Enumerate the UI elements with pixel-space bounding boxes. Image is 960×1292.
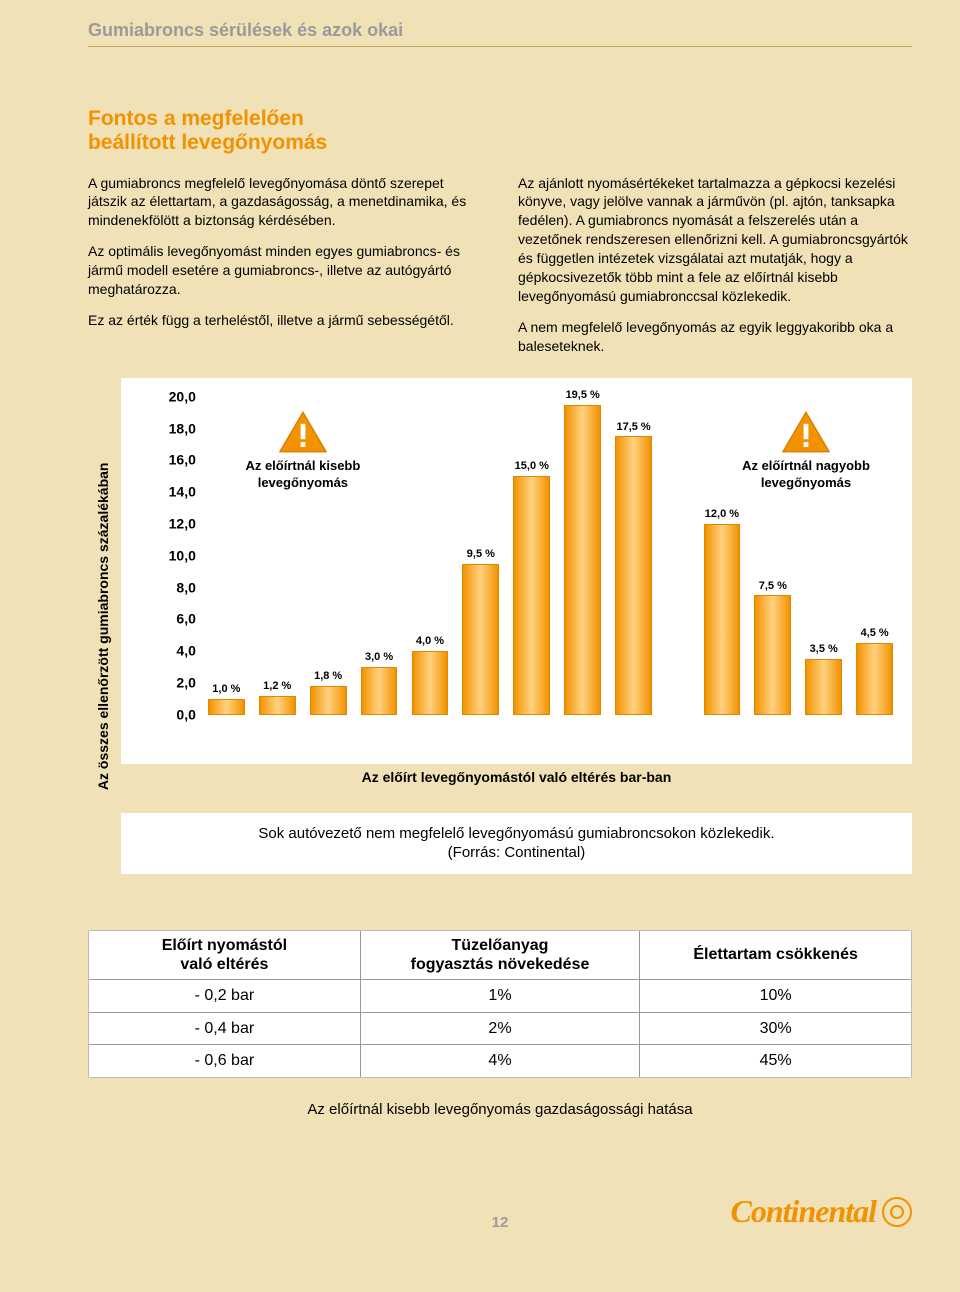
chart-bar-label: 15,0 %	[515, 459, 549, 474]
warning-icon	[782, 411, 830, 453]
logo-mark-icon	[882, 1197, 912, 1227]
chart-bar-label: 9,5 %	[467, 547, 495, 562]
chart-bar: 1,8 %	[306, 669, 351, 714]
body-paragraph: A nem megfelelő levegőnyomás az egyik le…	[518, 318, 912, 356]
chart-bar: 7,5 %	[750, 579, 795, 715]
chart-bar-label: 1,0 %	[212, 682, 240, 697]
chart-y-tick: 8,0	[152, 578, 196, 597]
chart-bar-label: 1,8 %	[314, 669, 342, 684]
body-columns: A gumiabroncs megfelelő levegőnyomása dö…	[88, 174, 912, 368]
chart-y-tick: 2,0	[152, 673, 196, 692]
body-paragraph: Az ajánlott nyomásértékeket tartalmazza …	[518, 174, 912, 306]
chart-bar-label: 4,0 %	[416, 634, 444, 649]
chart-x-axis-label: Az előírt levegőnyomástól való eltérés b…	[121, 768, 912, 787]
chart-bar-label: 3,0 %	[365, 650, 393, 665]
chart-plot-box: 1,0 % 1,2 % 1,8 % 3,0 % 4,0 % 9,5 % 15,0 % 19,5…	[121, 378, 912, 764]
chart-bar: 4,0 %	[408, 634, 453, 714]
chart-note-right: Az előírtnál nagyobb levegőnyomás	[721, 411, 891, 492]
chart-bar: 1,0 %	[204, 682, 249, 715]
table-header: Tüzelőanyagfogyasztás növekedése	[360, 931, 639, 980]
chart-y-tick: 10,0	[152, 546, 196, 565]
chart-container: Az összes ellenőrzött gumiabroncs százal…	[88, 378, 912, 874]
table-row: - 0,6 bar4%45%	[89, 1045, 911, 1077]
page-header: Gumiabroncs sérülések és azok okai	[88, 18, 912, 47]
body-paragraph: A gumiabroncs megfelelő levegőnyomása dö…	[88, 174, 482, 231]
chart-bar-label: 12,0 %	[705, 507, 739, 522]
section-heading: Fontos a megfelelően beállított levegőny…	[88, 107, 912, 155]
table-cell: - 0,6 bar	[89, 1045, 360, 1077]
page-number: 12	[363, 1213, 638, 1233]
chart-bar: 17,5 %	[611, 420, 656, 715]
chart-y-tick: 14,0	[152, 483, 196, 502]
chart-bar: 12,0 %	[699, 507, 744, 715]
body-col-left: A gumiabroncs megfelelő levegőnyomása dö…	[88, 174, 482, 368]
chart-bar-label: 17,5 %	[616, 420, 650, 435]
table-cell: 30%	[640, 1012, 911, 1045]
chart-caption: Sok autóvezető nem megfelelő levegőnyomá…	[121, 813, 912, 874]
chart-bar: 3,5 %	[801, 642, 846, 714]
table-cell: 2%	[360, 1012, 639, 1045]
chart-y-tick: 0,0	[152, 705, 196, 724]
table-cell: 1%	[360, 980, 639, 1013]
table-header: Élettartam csökkenés	[640, 931, 911, 980]
chart-bar-label: 4,5 %	[861, 626, 889, 641]
chart-y-axis-label: Az összes ellenőrzött gumiabroncs százal…	[88, 378, 113, 874]
chart-bar-label: 19,5 %	[566, 388, 600, 403]
table-caption: Az előírtnál kisebb levegőnyomás gazdasá…	[88, 1100, 912, 1120]
body-paragraph: Az optimális levegőnyomást minden egyes …	[88, 242, 482, 299]
table-header: Előírt nyomástólvaló eltérés	[89, 931, 360, 980]
table-cell: 45%	[640, 1045, 911, 1077]
table-cell: 4%	[360, 1045, 639, 1077]
body-paragraph: Ez az érték függ a terheléstől, illetve …	[88, 311, 482, 330]
chart-bar-label: 3,5 %	[810, 642, 838, 657]
effects-table: Előírt nyomástólvaló eltérés Tüzelőanyag…	[88, 930, 912, 1078]
chart-bar: 1,2 %	[255, 679, 300, 715]
chart-bar: 15,0 %	[509, 459, 554, 714]
chart-bar-label: 7,5 %	[759, 579, 787, 594]
header-title: Gumiabroncs sérülések és azok okai	[88, 18, 912, 42]
chart-y-tick: 6,0	[152, 610, 196, 629]
chart-bar: 4,5 %	[852, 626, 897, 714]
table-cell: 10%	[640, 980, 911, 1013]
table-row: - 0,4 bar2%30%	[89, 1012, 911, 1045]
chart-bar: 9,5 %	[458, 547, 503, 715]
chart-bar: 3,0 %	[357, 650, 402, 715]
chart-y-tick: 16,0	[152, 451, 196, 470]
brand-logo: Continental	[637, 1190, 912, 1233]
chart-y-tick: 20,0	[152, 387, 196, 406]
chart-bar-label: 1,2 %	[263, 679, 291, 694]
page-footer: 12 Continental	[88, 1190, 912, 1233]
body-col-right: Az ajánlott nyomásértékeket tartalmazza …	[518, 174, 912, 368]
chart-y-tick: 12,0	[152, 514, 196, 533]
chart-y-tick: 4,0	[152, 642, 196, 661]
table-cell: - 0,2 bar	[89, 980, 360, 1013]
chart-note-left: Az előírtnál kisebb levegőnyomás	[218, 411, 388, 492]
warning-icon	[279, 411, 327, 453]
table-row: - 0,2 bar1%10%	[89, 980, 911, 1013]
chart-bar: 19,5 %	[560, 388, 605, 715]
table-cell: - 0,4 bar	[89, 1012, 360, 1045]
chart-y-tick: 18,0	[152, 419, 196, 438]
